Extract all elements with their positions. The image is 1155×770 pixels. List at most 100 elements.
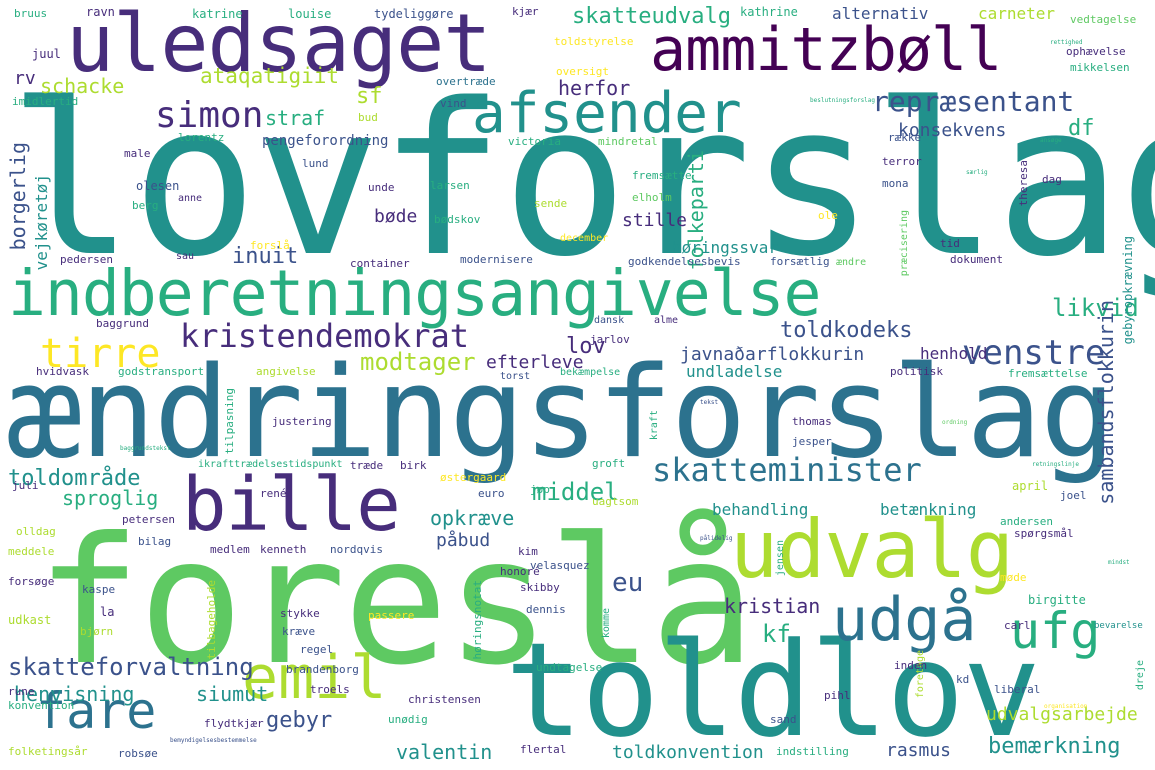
word: behandling <box>712 500 809 519</box>
word: dansk <box>594 315 625 326</box>
word: lorentz <box>178 131 225 144</box>
word: kræve <box>282 625 316 638</box>
word: fremsættelse <box>1008 367 1088 380</box>
word: tekst <box>700 399 719 406</box>
word: dreje <box>1135 660 1146 691</box>
word: forsætlig <box>770 255 830 268</box>
word: velasquez <box>530 559 590 572</box>
word: regel <box>300 643 334 656</box>
word: ataqatigiit <box>200 64 340 88</box>
word: gebyropkrævning <box>1121 236 1135 345</box>
word: skibby <box>520 581 560 594</box>
word: sproglig <box>62 486 159 510</box>
word: henhold <box>920 344 988 363</box>
word: terror <box>882 155 922 168</box>
word: ikrafttrædelsestidspunkt <box>198 459 343 470</box>
word: df <box>1068 116 1095 141</box>
word: bilag <box>138 535 172 548</box>
word: inden <box>894 659 928 672</box>
word: organisation <box>1044 703 1088 710</box>
word: stykke <box>280 607 320 620</box>
word: foretage <box>915 650 926 699</box>
word: rettighed <box>1050 39 1083 46</box>
word: april <box>1012 479 1049 493</box>
word: høringssvar <box>672 238 778 257</box>
word: pengeforordning <box>262 133 389 149</box>
word: angivelse <box>256 365 316 378</box>
word: hvidvask <box>36 365 89 378</box>
word: tirre <box>40 331 161 377</box>
word: bemærkning <box>988 734 1121 759</box>
word: simon <box>155 95 264 136</box>
word: konsekvens <box>898 120 1007 141</box>
word: kristendemokrat <box>180 317 469 355</box>
word: kristian <box>724 594 821 618</box>
word: euro <box>478 487 505 500</box>
word: bud <box>358 111 378 124</box>
word: siumut <box>196 682 269 706</box>
word: vejkøretøj <box>32 174 51 271</box>
word: pålidelig <box>700 535 733 542</box>
word: mikkelsen <box>1070 61 1130 74</box>
word: fremsætte <box>632 169 692 182</box>
word: bille <box>182 462 401 548</box>
word: kd <box>956 673 970 686</box>
word: bevarelse <box>1094 621 1143 631</box>
word: rasmus <box>886 740 952 761</box>
word: medlem <box>210 543 250 556</box>
word: undtagelse <box>536 661 603 674</box>
word: andersen <box>1000 515 1053 528</box>
word: olesen <box>136 179 180 193</box>
word: carl <box>1004 619 1031 632</box>
word: beslutningsforslag <box>810 97 876 104</box>
word: flertal <box>520 743 567 756</box>
word: birgitte <box>1028 593 1086 607</box>
word: troels <box>310 683 350 696</box>
word: modtager <box>360 348 476 376</box>
word: politisk <box>890 365 943 378</box>
word: flydtkjær <box>204 717 264 730</box>
word: berg <box>132 199 159 212</box>
word: liberal <box>994 683 1041 696</box>
word: henvisning <box>14 682 135 706</box>
word: lund <box>302 157 329 170</box>
word: bemyndigelsesbestemmelse <box>170 737 257 744</box>
word: ammitzbøll <box>650 15 1002 85</box>
word: overtræde <box>436 75 496 88</box>
word: sau <box>176 251 195 262</box>
word: ændringsforslag <box>6 339 1116 486</box>
word: anne <box>178 193 203 204</box>
word: imidlertid <box>12 95 79 108</box>
word: container <box>350 257 410 270</box>
word: victoria <box>508 135 561 148</box>
word: mindretal <box>598 135 658 148</box>
word: ophævelse <box>1066 45 1126 58</box>
word: gebyr <box>266 708 333 733</box>
word: herfor <box>558 76 631 100</box>
word: høringsnotat <box>471 580 484 660</box>
word: jøp <box>530 483 550 496</box>
word: sf <box>356 84 383 109</box>
word: valentin <box>396 740 493 764</box>
word: toldkonvention <box>612 742 764 763</box>
word: kathrine <box>740 5 798 19</box>
word: kjær <box>512 5 539 18</box>
word: meddele <box>8 545 55 558</box>
word: forslå <box>250 239 290 252</box>
word: repræsentant <box>872 85 1075 118</box>
word: bjørn <box>80 625 114 638</box>
word: udgå <box>832 585 977 655</box>
word: sambandsflokkurin <box>1094 300 1118 505</box>
word: opkræve <box>430 506 515 530</box>
word: vind <box>440 97 467 110</box>
word: godkendelsesbevis <box>628 255 741 268</box>
word: petersen <box>122 513 175 526</box>
word: østergaard <box>440 471 507 484</box>
word: rené <box>260 487 287 500</box>
word: udvalgsarbejde <box>986 704 1138 725</box>
word: christensen <box>408 693 481 706</box>
word: alme <box>654 315 679 326</box>
word: foreslå <box>36 501 756 704</box>
word: baggrund <box>96 317 149 330</box>
